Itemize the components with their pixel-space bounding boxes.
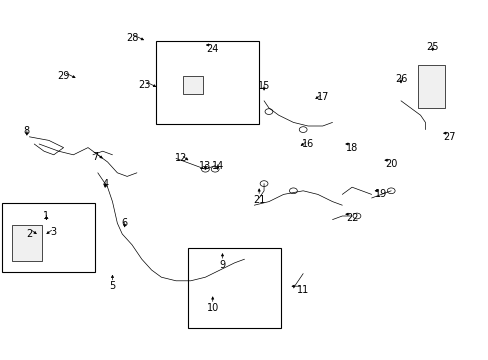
Text: 3: 3 xyxy=(51,227,57,237)
Text: 17: 17 xyxy=(316,92,328,102)
Text: 25: 25 xyxy=(426,42,438,52)
Text: 19: 19 xyxy=(374,189,387,199)
Text: 9: 9 xyxy=(219,260,225,270)
Bar xyxy=(12,225,41,261)
Bar xyxy=(417,65,444,108)
Text: 14: 14 xyxy=(211,161,224,171)
Bar xyxy=(183,76,203,94)
Text: 1: 1 xyxy=(43,211,49,221)
Text: 18: 18 xyxy=(345,143,358,153)
Text: 12: 12 xyxy=(174,153,187,163)
Text: 11: 11 xyxy=(296,285,309,295)
Bar xyxy=(156,41,259,124)
Text: 4: 4 xyxy=(102,179,108,189)
Text: 23: 23 xyxy=(138,80,150,90)
Bar xyxy=(188,248,281,328)
Text: 22: 22 xyxy=(345,213,358,223)
Text: 20: 20 xyxy=(384,159,397,169)
Text: 29: 29 xyxy=(57,71,70,81)
Text: 5: 5 xyxy=(109,281,115,291)
Text: 26: 26 xyxy=(394,74,407,84)
Text: 2: 2 xyxy=(26,229,32,239)
Text: 16: 16 xyxy=(301,139,314,149)
Text: 21: 21 xyxy=(252,195,265,205)
Text: 15: 15 xyxy=(257,81,270,91)
Bar xyxy=(2,203,95,272)
Text: 27: 27 xyxy=(443,132,455,142)
Text: 8: 8 xyxy=(24,126,30,136)
Text: 13: 13 xyxy=(199,161,211,171)
Text: 24: 24 xyxy=(206,44,219,54)
Text: 10: 10 xyxy=(206,303,219,313)
Text: 28: 28 xyxy=(125,33,138,43)
Text: 7: 7 xyxy=(92,152,98,162)
Text: 6: 6 xyxy=(122,218,127,228)
